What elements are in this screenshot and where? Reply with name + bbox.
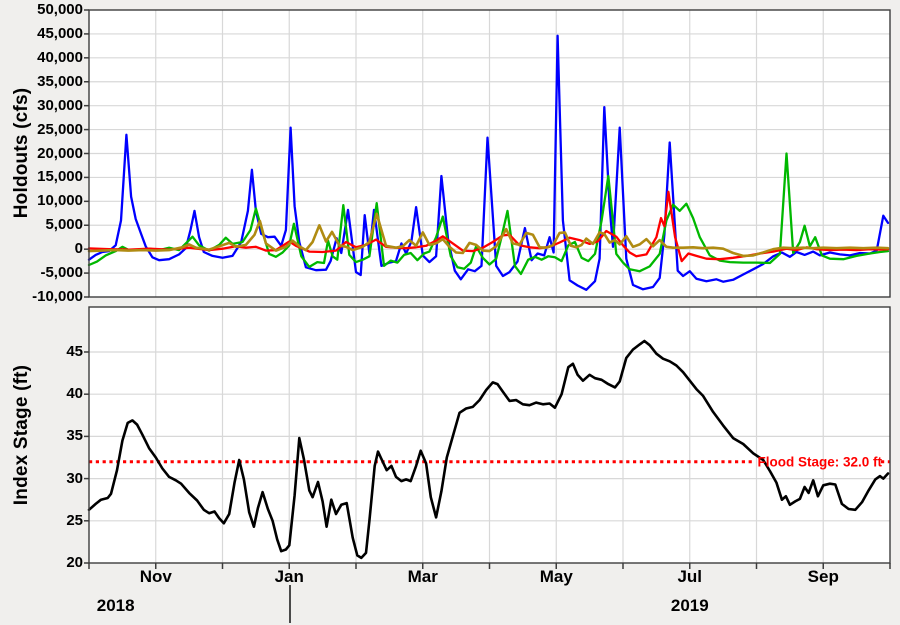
year-label-2018: 2018	[96, 596, 135, 615]
holdouts-olive-series-line	[87, 212, 890, 258]
y-tick-label: 45	[66, 342, 83, 360]
year-divider-tick	[289, 585, 292, 623]
y-tick-label: 20,000	[37, 144, 83, 162]
y-tick-label: 45,000	[37, 24, 83, 42]
index-stage-axis-title: Index Stage (ft)	[11, 364, 32, 506]
y-tick-label: 0	[74, 240, 83, 258]
y-tick-label: 25	[66, 511, 83, 529]
y-tick-label: 40	[66, 385, 83, 403]
x-tick-label-jan: Jan	[274, 567, 304, 586]
holdouts-blue-series-line	[87, 34, 890, 291]
y-tick-label: 10,000	[37, 192, 83, 210]
x-tick-label-mar: Mar	[407, 567, 438, 586]
holdouts-axis-title: Holdouts (cfs)	[11, 87, 32, 219]
holdouts-green-series-line	[87, 152, 890, 276]
x-tick-label-sep: Sep	[807, 567, 839, 586]
y-tick-label: 25,000	[37, 120, 83, 138]
flood-stage-annotation: Flood Stage: 32.0 ft	[757, 455, 882, 470]
y-tick-label: -5,000	[40, 264, 83, 282]
index-stage-series-line	[87, 339, 890, 560]
y-tick-label: 40,000	[37, 48, 83, 66]
x-tick-label-may: May	[539, 567, 573, 586]
y-tick-label: 35,000	[37, 72, 83, 90]
y-tick-label: 5,000	[45, 216, 83, 234]
index-stage-plot-area[interactable]: Flood Stage: 32.0 ft	[80, 301, 900, 573]
y-tick-label: 30,000	[37, 96, 83, 114]
holdouts-plot-area[interactable]	[80, 4, 900, 303]
y-tick-label: 50,000	[37, 1, 83, 18]
y-tick-label: 30	[66, 469, 83, 487]
plot-border	[88, 306, 891, 564]
year-label-2019: 2019	[670, 596, 709, 615]
y-tick-label: 35	[66, 427, 83, 445]
x-tick-label-nov: Nov	[139, 567, 172, 586]
y-tick-label: 20	[66, 554, 83, 571]
x-tick-label-jul: Jul	[677, 567, 703, 586]
y-tick-label: 15,000	[37, 168, 83, 186]
plot-border	[88, 9, 891, 298]
y-tick-label: -10,000	[32, 288, 83, 305]
